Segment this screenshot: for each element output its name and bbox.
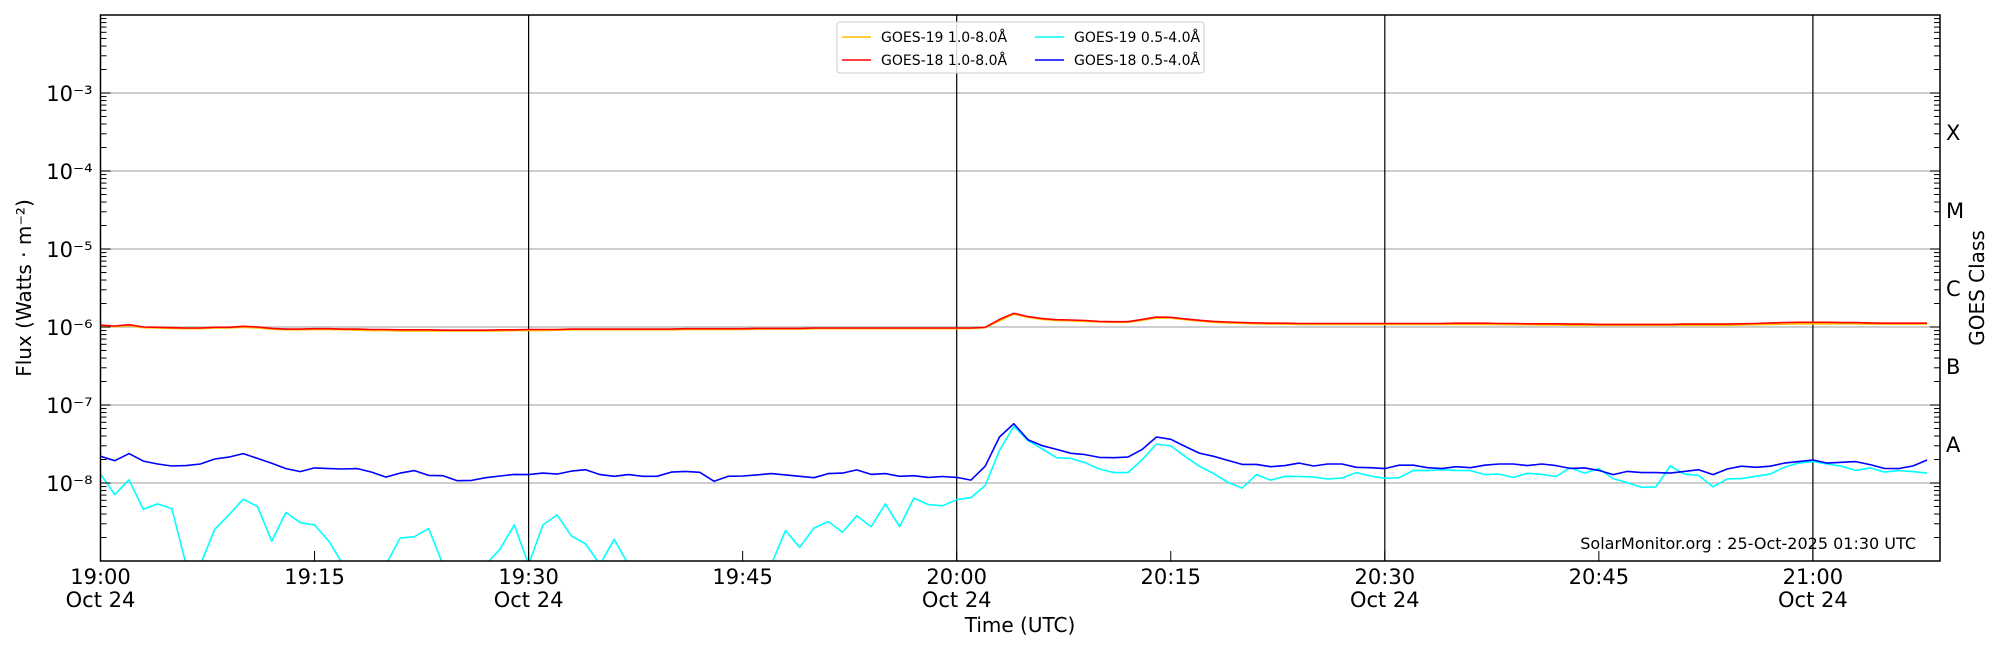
- goes-class-label: C: [1946, 277, 1961, 301]
- x-tick-label: 20:00: [926, 565, 987, 589]
- y-axis-label: Flux (Watts · m⁻²): [12, 199, 36, 377]
- right-y-axis-label: GOES Class: [1965, 230, 1989, 346]
- x-tick-label: 19:30: [498, 565, 559, 589]
- series-line-3: [100, 425, 1928, 561]
- goes-class-label: B: [1946, 355, 1960, 379]
- x-tick-date-label: Oct 24: [922, 588, 992, 612]
- y-tick-label: 10⁻³: [46, 82, 92, 106]
- x-tick-label: 20:45: [1569, 565, 1630, 589]
- y-tick-label: 10⁻⁴: [46, 160, 92, 184]
- x-tick-label: 19:15: [284, 565, 345, 589]
- legend-label: GOES-19 1.0-8.0Å: [881, 29, 1007, 46]
- legend-label: GOES-19 0.5-4.0Å: [1074, 29, 1200, 46]
- y-tick-label: 10⁻⁵: [46, 238, 92, 262]
- goes-class-label: M: [1946, 199, 1964, 223]
- y-tick-label: 10⁻⁸: [46, 472, 92, 496]
- x-tick-date-label: Oct 24: [1350, 588, 1420, 612]
- goes-class-label: X: [1946, 121, 1960, 145]
- axis-ticks: [100, 14, 1940, 562]
- x-tick-label: 19:45: [712, 565, 773, 589]
- y-tick-label: 10⁻⁷: [46, 394, 92, 418]
- series-line-4: [100, 422, 1928, 483]
- x-tick-label: 20:15: [1140, 565, 1201, 589]
- plot-frame: [99, 14, 1941, 562]
- x-tick-label: 21:00: [1783, 565, 1844, 589]
- y-tick-label: 10⁻⁶: [46, 316, 92, 340]
- watermark-annotation: SolarMonitor.org : 25-Oct-2025 01:30 UTC: [1580, 534, 1916, 553]
- legend-label: GOES-18 1.0-8.0Å: [881, 52, 1007, 69]
- x-tick-date-label: Oct 24: [494, 588, 564, 612]
- x-tick-date-label: Oct 24: [66, 588, 136, 612]
- series-line-2: [100, 312, 1928, 332]
- x-axis-label: Time (UTC): [964, 613, 1076, 637]
- legend-box: [836, 21, 1205, 74]
- legend-label: GOES-18 0.5-4.0Å: [1074, 52, 1200, 69]
- legend: GOES-19 1.0-8.0Å GOES-18 1.0-8.0Å GOES-19 …: [836, 21, 1205, 74]
- goes-class-label: A: [1946, 433, 1961, 457]
- gridlines: [100, 92, 1940, 484]
- x-tick-date-label: Oct 24: [1778, 588, 1848, 612]
- series-lines: [100, 312, 1928, 561]
- half-hour-lines: [527, 15, 1814, 561]
- series-line-1: [100, 313, 1928, 332]
- x-tick-label: 19:00: [70, 565, 131, 589]
- x-tick-label: 20:30: [1355, 565, 1416, 589]
